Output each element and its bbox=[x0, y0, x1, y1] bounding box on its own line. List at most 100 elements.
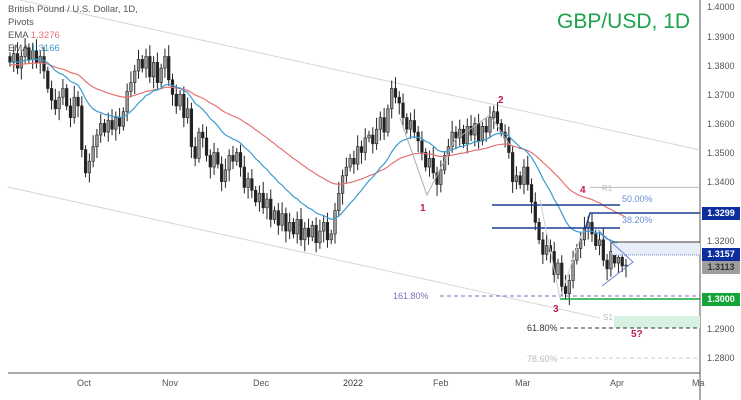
candle-body bbox=[106, 120, 110, 133]
candle-body bbox=[382, 117, 386, 133]
candle-body bbox=[238, 152, 243, 168]
candle-body bbox=[167, 56, 171, 81]
price-tag-1-3000: 1.3000 bbox=[702, 293, 740, 306]
candle-body bbox=[367, 134, 371, 139]
candle-body bbox=[114, 117, 118, 130]
candle-body bbox=[344, 166, 348, 177]
candle-body bbox=[129, 82, 133, 92]
ema-slow-label: EMA bbox=[8, 30, 29, 41]
candle-body bbox=[117, 117, 122, 127]
ema-fast-value: 1.3166 bbox=[30, 43, 60, 54]
candle-body bbox=[371, 134, 375, 145]
candle-body bbox=[34, 50, 39, 63]
legend-ema-fast: EMA 1.3166 bbox=[8, 42, 138, 55]
candle-body bbox=[458, 128, 462, 139]
pivot-s1-label: S1 bbox=[603, 313, 613, 322]
price-tick: 1.3200 bbox=[707, 236, 735, 246]
candle-body bbox=[299, 219, 303, 241]
candle-body bbox=[337, 192, 341, 212]
candle-body bbox=[265, 198, 269, 209]
candle-body bbox=[193, 146, 197, 159]
candle-body bbox=[121, 111, 125, 127]
candle-body bbox=[182, 94, 186, 118]
price-tick: 1.3600 bbox=[707, 119, 735, 129]
candle-body bbox=[390, 88, 394, 110]
time-tick: Feb bbox=[433, 378, 449, 388]
candle-body bbox=[314, 224, 318, 244]
fib-786-label: 78.60% bbox=[527, 354, 558, 364]
candle-body bbox=[329, 233, 333, 241]
candle-body bbox=[579, 239, 583, 249]
candle-body bbox=[511, 152, 515, 182]
candle-body bbox=[416, 131, 420, 142]
candle-body bbox=[401, 102, 405, 118]
candle-body bbox=[522, 166, 526, 185]
price-tag-last: 1.3113 bbox=[702, 261, 740, 274]
candle-body bbox=[242, 166, 246, 188]
candle-body bbox=[91, 146, 95, 162]
candle-body bbox=[556, 262, 560, 276]
candle-body bbox=[518, 175, 522, 185]
price-tick: 1.3500 bbox=[707, 148, 735, 158]
candle-body bbox=[99, 123, 103, 136]
wave-3-label: 3 bbox=[553, 304, 559, 315]
candle-body bbox=[204, 137, 209, 156]
candle-body bbox=[465, 126, 469, 145]
candle-body bbox=[53, 99, 57, 110]
price-tick: 1.4000 bbox=[707, 2, 735, 12]
candle-body bbox=[352, 158, 356, 165]
candle-body bbox=[318, 230, 322, 244]
candle-body bbox=[363, 137, 367, 153]
candle-body bbox=[23, 47, 27, 57]
candle-body bbox=[140, 59, 144, 69]
candle-body bbox=[102, 123, 107, 133]
candle-body bbox=[227, 155, 231, 171]
candle-body bbox=[533, 201, 537, 223]
fib-1618-label: 161.80% bbox=[393, 291, 429, 301]
price-tag-1-3157: 1.3157 bbox=[702, 248, 740, 261]
candle-body bbox=[152, 61, 156, 78]
candle-body bbox=[15, 53, 20, 69]
wave-4-label: 4 bbox=[580, 185, 586, 196]
candle-body bbox=[208, 155, 212, 168]
candle-body bbox=[374, 128, 379, 145]
candle-body bbox=[397, 96, 401, 104]
candle-body bbox=[144, 56, 148, 69]
candle-body bbox=[514, 175, 519, 182]
candle-body bbox=[189, 108, 193, 147]
candle-body bbox=[495, 111, 500, 124]
candle-body bbox=[348, 158, 352, 168]
candle-body bbox=[609, 251, 613, 270]
wave-zigzag-1 bbox=[399, 114, 511, 197]
candle-body bbox=[420, 140, 424, 153]
candle-body bbox=[473, 123, 477, 136]
time-tick: Apr bbox=[610, 378, 625, 388]
candle-body bbox=[80, 105, 84, 150]
candle-body bbox=[427, 158, 432, 168]
candle-body bbox=[212, 152, 216, 168]
candle-body bbox=[272, 210, 277, 220]
candle-body bbox=[178, 94, 182, 107]
resistance-zone bbox=[612, 243, 700, 255]
candle-body bbox=[87, 160, 91, 174]
candle-body bbox=[49, 88, 54, 101]
candle-body bbox=[72, 96, 76, 118]
candle-body bbox=[484, 126, 488, 133]
candle-body bbox=[545, 245, 549, 255]
candle-body bbox=[624, 264, 628, 267]
candle-body bbox=[12, 53, 16, 63]
candle-body bbox=[57, 96, 61, 110]
candle-body bbox=[223, 169, 228, 182]
candle-body bbox=[291, 222, 296, 235]
time-tick: Nov bbox=[162, 378, 179, 388]
candle-body bbox=[246, 178, 250, 188]
fib-382-label: 38.20% bbox=[622, 215, 653, 225]
candle-body bbox=[477, 123, 481, 142]
candle-body bbox=[616, 256, 621, 264]
target-zone bbox=[614, 316, 700, 328]
candle-body bbox=[254, 190, 258, 203]
candle-body bbox=[133, 70, 137, 83]
candle-body bbox=[155, 61, 159, 83]
candle-body bbox=[597, 239, 602, 246]
